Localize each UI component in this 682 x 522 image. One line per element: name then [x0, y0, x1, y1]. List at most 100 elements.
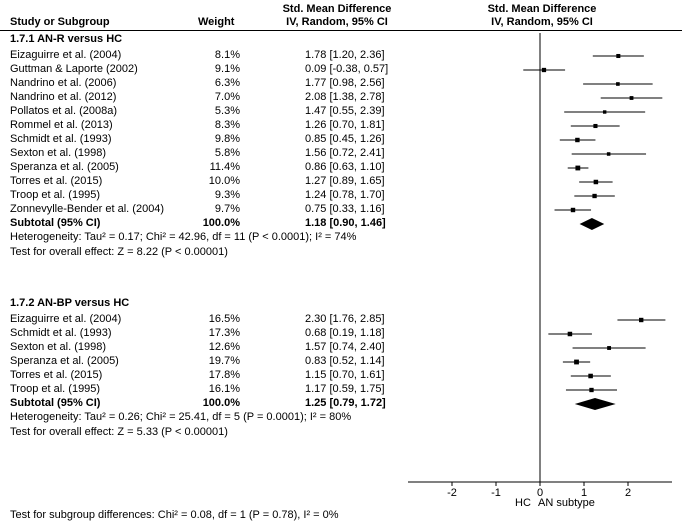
effect-square [567, 331, 573, 337]
study-ci: 0.86 [0.63, 1.10] [305, 161, 385, 173]
study-name: Eizaguirre et al. (2004) [10, 49, 122, 61]
study-name: Torres et al. (2015) [10, 175, 103, 187]
study-weight: 9.1% [214, 63, 240, 75]
study-name: Sexton et al. (1998) [10, 147, 107, 159]
pooled-diamond [579, 218, 605, 230]
study-weight: 7.0% [214, 91, 240, 103]
effect-square [541, 67, 547, 73]
study-name: Speranza et al. (2005) [10, 161, 119, 173]
heterogeneity: Heterogeneity: Tau² = 0.17; Chi² = 42.96… [10, 231, 357, 243]
study-ci: 1.78 [1.20, 2.36] [305, 49, 385, 61]
plot-header-method: IV, Random, 95% CI [491, 16, 593, 28]
effect-square [639, 317, 644, 323]
effect-square [592, 193, 597, 199]
study-ci: 2.08 [1.38, 2.78] [305, 91, 385, 103]
study-name: Nandrino et al. (2006) [10, 77, 117, 89]
study-weight: 9.7% [214, 203, 240, 215]
study-weight: 10.0% [208, 175, 240, 187]
subtotal-ci: 1.18 [0.90, 1.46] [305, 217, 386, 229]
study-weight: 17.3% [208, 327, 240, 339]
study-weight: 11.4% [209, 161, 240, 173]
study-name: Torres et al. (2015) [10, 369, 103, 381]
study-ci: 1.47 [0.55, 2.39] [305, 105, 385, 117]
study-weight: 16.5% [208, 313, 240, 325]
effect-square [593, 123, 598, 129]
axis-right-label: AN subtype [538, 497, 595, 509]
x-tick-label: -2 [447, 487, 457, 499]
header-rule [0, 30, 682, 31]
study-ci: 1.26 [0.70, 1.81] [305, 119, 385, 131]
x-tick-label: 2 [625, 487, 631, 499]
study-ci: 1.15 [0.70, 1.61] [305, 369, 385, 381]
study-name: Sexton et al. (1998) [10, 341, 107, 353]
study-ci: 1.27 [0.89, 1.65] [305, 175, 385, 187]
study-weight: 8.1% [214, 49, 240, 61]
effect-square [570, 207, 576, 213]
x-tick-label: -1 [491, 487, 501, 499]
column-header-study: Study or Subgroup [10, 16, 110, 28]
study-weight: 16.1% [208, 383, 240, 395]
study-weight: 6.3% [214, 77, 240, 89]
study-name: Rommel et al. (2013) [10, 119, 113, 131]
heterogeneity: Heterogeneity: Tau² = 0.26; Chi² = 25.41… [10, 411, 352, 423]
effect-square [602, 110, 607, 114]
study-ci: 1.24 [0.78, 1.70] [305, 189, 385, 201]
study-weight: 8.3% [214, 119, 240, 131]
group-title: 1.7.2 AN-BP versus HC [10, 297, 130, 309]
effect-square [606, 152, 611, 156]
study-weight: 5.8% [214, 147, 240, 159]
study-name: Zonnevylle-Bender et al. (2004) [10, 203, 165, 215]
effect-square [589, 387, 594, 393]
subgroup-test: Test for subgroup differences: Chi² = 0.… [10, 509, 339, 521]
subtotal-weight: 100.0% [202, 217, 240, 229]
study-ci: 2.30 [1.76, 2.85] [305, 313, 385, 325]
study-name: Speranza et al. (2005) [10, 355, 119, 367]
study-weight: 12.6% [208, 341, 240, 353]
study-ci: 0.85 [0.45, 1.26] [305, 133, 385, 145]
effect-square [575, 165, 581, 171]
column-header-weight: Weight [198, 16, 235, 28]
effect-square [607, 346, 612, 350]
subtotal-ci: 1.25 [0.79, 1.72] [305, 397, 386, 409]
effect-square [575, 137, 580, 143]
pooled-diamond [574, 398, 616, 410]
overall-effect: Test for overall effect: Z = 5.33 (P < 0… [10, 426, 228, 438]
study-name: Guttman & Laporte (2002) [10, 63, 138, 75]
study-weight: 5.3% [214, 105, 240, 117]
study-ci: 1.57 [0.74, 2.40] [305, 341, 385, 353]
study-ci: 0.75 [0.33, 1.16] [305, 203, 385, 215]
column-header-smd-method: IV, Random, 95% CI [286, 16, 388, 28]
study-name: Troop et al. (1995) [10, 189, 101, 201]
study-ci: 0.83 [0.52, 1.14] [305, 355, 385, 367]
study-weight: 17.8% [208, 369, 240, 381]
study-name: Eizaguirre et al. (2004) [10, 313, 122, 325]
study-weight: 9.3% [214, 189, 240, 201]
subtotal-weight: 100.0% [202, 397, 240, 409]
effect-square [629, 96, 634, 100]
study-name: Schmidt et al. (1993) [10, 133, 112, 145]
subtotal-label: Subtotal (95% CI) [10, 397, 101, 409]
group-title: 1.7.1 AN-R versus HC [10, 33, 123, 45]
effect-square [593, 179, 599, 185]
study-name: Troop et al. (1995) [10, 383, 101, 395]
study-name: Schmidt et al. (1993) [10, 327, 112, 339]
axis-left-label: HC [515, 497, 531, 509]
column-header-smd: Std. Mean Difference [282, 3, 392, 15]
study-ci: 1.56 [0.72, 2.41] [305, 147, 385, 159]
study-ci: 0.68 [0.19, 1.18] [305, 327, 385, 339]
study-ci: 0.09 [-0.38, 0.57] [305, 63, 389, 75]
x-tick-label: 1 [581, 487, 587, 499]
effect-square [574, 359, 579, 365]
plot-header: Std. Mean Difference [487, 3, 597, 15]
study-weight: 9.8% [214, 133, 240, 145]
effect-square [616, 82, 620, 86]
effect-square [616, 53, 621, 59]
study-weight: 19.7% [208, 355, 240, 367]
effect-square [588, 373, 593, 379]
subtotal-label: Subtotal (95% CI) [10, 217, 101, 229]
study-ci: 1.17 [0.59, 1.75] [305, 383, 385, 395]
study-ci: 1.77 [0.98, 2.56] [305, 77, 385, 89]
x-tick-label: 0 [537, 487, 543, 499]
overall-effect: Test for overall effect: Z = 8.22 (P < 0… [10, 246, 228, 258]
